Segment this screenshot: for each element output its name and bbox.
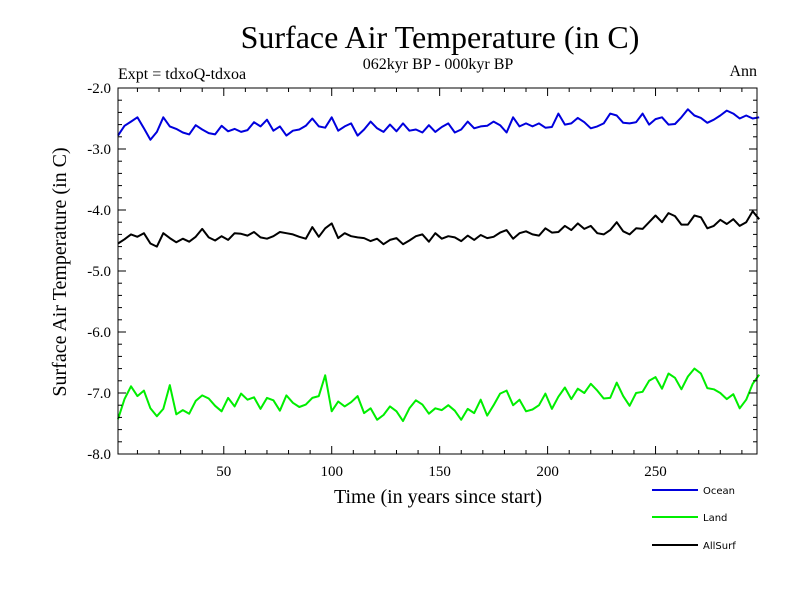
y-axis-label: Surface Air Temperature (in C) [49, 147, 71, 396]
x-tick-label: 50 [216, 464, 231, 480]
axes-group: 50 100 150 200 250 -8.0 -7.0 -6.0 -5.0 -4.0 -3.0 -2… [87, 81, 758, 480]
chart-subtitle: 062kyr BP - 000kyr BP [363, 56, 514, 73]
x-tick-label: 250 [644, 464, 667, 480]
chart-title: Surface Air Temperature (in C) [241, 19, 640, 55]
legend-label-land: Land [703, 513, 727, 524]
plot-frame [117, 87, 758, 455]
legend-label-allsurf: AllSurf [703, 541, 736, 552]
series-line-land [117, 367, 761, 423]
series-line-allsurf [117, 210, 760, 248]
y-tick-label: -8.0 [87, 447, 111, 463]
x-tick-label: 200 [536, 464, 559, 480]
legend-label-ocean: Ocean [703, 486, 735, 497]
experiment-label: Expt = tdxoQ-tdxoa [118, 66, 246, 83]
x-axis-label: Time (in years since start) [334, 486, 542, 508]
y-tick-label: -5.0 [87, 264, 111, 280]
series-group [117, 108, 761, 423]
y-tick-label: -7.0 [87, 386, 111, 402]
x-tick-label: 150 [428, 464, 451, 480]
x-tick-label: 100 [320, 464, 343, 480]
y-tick-label: -4.0 [87, 203, 111, 219]
series-line-ocean [117, 108, 760, 141]
legend: Ocean Land AllSurf [652, 486, 736, 552]
y-tick-label: -2.0 [87, 81, 111, 97]
y-tick-label: -6.0 [87, 325, 111, 341]
y-tick-label: -3.0 [87, 142, 111, 158]
season-label: Ann [729, 63, 757, 80]
